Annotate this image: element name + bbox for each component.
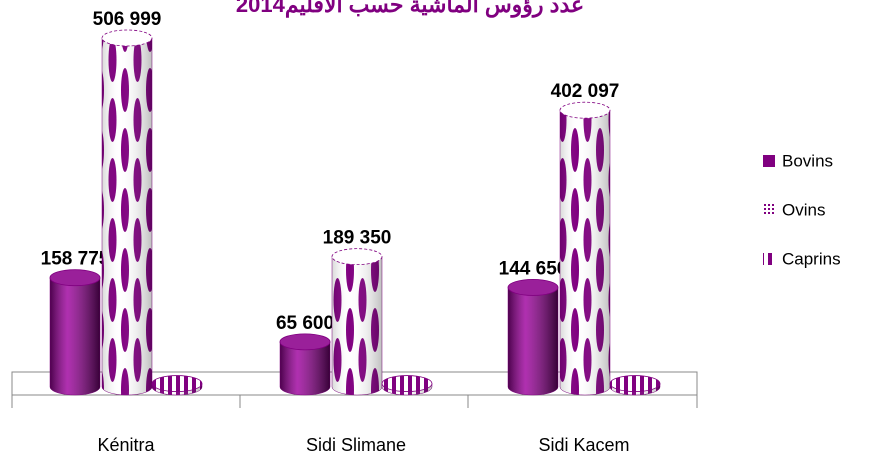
cylinder-shade [102,38,152,395]
cylinder [331,248,383,396]
cylinder [279,333,331,396]
legend-label: Ovins [782,200,825,219]
legend-label: Bovins [782,151,833,170]
cylinder-shade [508,287,558,395]
value-label: 65 600 [276,313,334,334]
chart-title: عدد رؤوس الماشية حسب الاقليم2014 [236,0,584,18]
x-tick-label: Sidi Kacem [538,435,629,455]
cylinder-top [101,29,153,47]
cylinder-shade [560,110,610,396]
legend-swatch [763,253,775,265]
cylinder [49,269,101,396]
cylinder [507,279,559,396]
x-tick-label: Sidi Slimane [306,435,406,455]
cylinder-top [49,269,101,287]
cylinder-top [151,375,203,392]
cylinder-shade [280,341,330,395]
cylinder-top [559,101,611,119]
cylinder-shade [332,256,382,395]
value-label: 189 350 [323,228,392,249]
value-label: 144 650 [499,258,568,279]
cylinder-top [381,375,433,392]
floor [11,371,698,408]
cylinder [101,29,153,396]
cylinder-top [507,279,559,296]
legend-label: Caprins [782,249,841,268]
value-label: 506 999 [93,9,162,30]
legend-swatch [763,204,775,216]
cylinder [151,375,203,396]
cylinder-top [609,375,661,392]
value-label: 158 775 [41,249,110,270]
legend-swatch [763,155,775,167]
cylinder [559,101,611,396]
cylinder [381,375,433,396]
x-tick-label: Kénitra [97,435,155,455]
cylinder [609,375,661,396]
value-label: 402 097 [551,81,620,102]
cylinder-shade [50,277,100,395]
cylinder-top [279,333,331,351]
cylinder-top [331,248,383,266]
